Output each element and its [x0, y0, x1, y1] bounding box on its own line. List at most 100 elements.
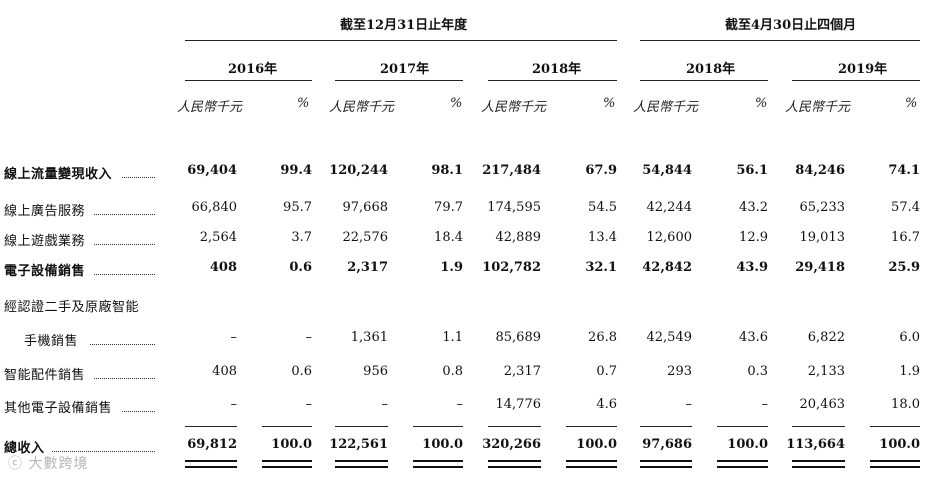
unit-pct-header: %	[603, 96, 616, 111]
table-cell: 67.9	[585, 163, 617, 178]
total-double-rule	[335, 460, 388, 462]
table-cell: 100.0	[879, 437, 920, 452]
table-cell: 95.7	[283, 200, 312, 215]
unit-amount-header: 人民幣千元	[329, 100, 395, 115]
dot-leader	[94, 244, 155, 245]
total-double-rule	[262, 460, 312, 462]
subtotal-rule	[335, 426, 388, 427]
table-cell: 69,812	[187, 437, 237, 452]
table-cell: 408	[209, 260, 237, 275]
table-cell: 100.0	[422, 437, 463, 452]
year-header: 2018年	[686, 62, 736, 77]
table-cell: 6,822	[807, 330, 845, 345]
total-double-rule	[870, 460, 920, 462]
table-cell: 100.0	[576, 437, 617, 452]
table-cell: 6.0	[899, 330, 920, 345]
row-label: 線上流量變現收入	[4, 167, 113, 182]
unit-pct-header: %	[450, 96, 463, 111]
table-cell: 0.8	[442, 364, 463, 379]
table-cell: 120,244	[329, 163, 388, 178]
watermark-logo: ⓒ 大數跨境	[8, 456, 89, 472]
total-double-rule	[413, 466, 463, 468]
subtotal-rule	[185, 426, 237, 427]
total-double-rule	[262, 466, 312, 468]
year-rule	[640, 80, 768, 81]
table-cell: 19,013	[799, 230, 846, 245]
table-cell: 18.4	[434, 230, 463, 245]
total-double-rule	[717, 466, 768, 468]
dot-leader	[122, 177, 155, 178]
table-cell: 69,404	[187, 163, 237, 178]
total-double-rule	[488, 466, 541, 468]
table-cell: –	[305, 397, 313, 412]
table-cell: 2,564	[199, 230, 237, 245]
subtotal-rule	[488, 426, 541, 427]
table-cell: 98.1	[431, 163, 463, 178]
total-double-rule	[640, 460, 692, 462]
table-cell: 2,317	[347, 260, 388, 275]
table-cell: 0.3	[747, 364, 768, 379]
row-label: 電子設備銷售	[4, 264, 86, 279]
subtotal-rule	[792, 426, 845, 427]
table-cell: 293	[667, 364, 692, 379]
table-cell: 42,842	[642, 260, 692, 275]
subtotal-rule	[262, 426, 312, 427]
table-cell: 84,246	[795, 163, 845, 178]
row-label: 經認證二手及原廠智能	[4, 300, 140, 315]
year-rule	[335, 80, 463, 81]
total-double-rule	[792, 466, 845, 468]
unit-amount-header: 人民幣千元	[481, 100, 547, 115]
group-header-four-months: 截至4月30日止四個月	[725, 18, 857, 33]
table-cell: 0.7	[596, 364, 617, 379]
table-cell: 56.1	[736, 163, 768, 178]
row-label: 智能配件銷售	[4, 368, 86, 383]
table-cell: 2,317	[503, 364, 541, 379]
total-double-rule	[413, 460, 463, 462]
table-cell: 100.0	[271, 437, 312, 452]
total-double-rule	[488, 460, 541, 462]
unit-amount-header: 人民幣千元	[177, 100, 243, 115]
group-header-year-end: 截至12月31日止年度	[340, 18, 468, 33]
table-cell: 85,689	[495, 330, 542, 345]
table-cell: 22,576	[342, 230, 389, 245]
table-cell: –	[685, 397, 693, 412]
table-cell: 408	[212, 364, 237, 379]
table-cell: 13.4	[588, 230, 617, 245]
table-cell: 14,776	[495, 397, 542, 412]
table-cell: 99.4	[280, 163, 312, 178]
table-cell: –	[230, 330, 238, 345]
table-cell: 54,844	[642, 163, 692, 178]
table-cell: 0.6	[291, 364, 312, 379]
dot-leader	[122, 411, 155, 412]
table-cell: 4.6	[596, 397, 617, 412]
row-label: 線上遊戲業務	[4, 234, 86, 249]
group-header-rule	[640, 40, 920, 41]
table-cell: –	[305, 330, 313, 345]
table-cell: 1.9	[440, 260, 463, 275]
year-rule	[488, 80, 617, 81]
table-cell: 20,463	[799, 397, 846, 412]
dot-leader	[94, 214, 155, 215]
table-cell: 100.0	[727, 437, 768, 452]
table-cell: 1.9	[899, 364, 920, 379]
table-cell: 0.6	[289, 260, 312, 275]
dot-leader	[52, 451, 155, 452]
table-cell: –	[381, 397, 389, 412]
dot-leader	[94, 274, 155, 275]
year-rule	[185, 80, 312, 81]
table-cell: 43.2	[739, 200, 768, 215]
table-cell: 42,889	[495, 230, 542, 245]
table-cell: 43.9	[736, 260, 768, 275]
subtotal-rule	[717, 426, 768, 427]
table-cell: 2,133	[807, 364, 845, 379]
unit-amount-header: 人民幣千元	[633, 100, 699, 115]
table-cell: 113,664	[786, 437, 845, 452]
table-cell: 1.1	[442, 330, 463, 345]
row-label: 其他電子設備銷售	[4, 401, 113, 416]
unit-pct-header: %	[297, 96, 310, 111]
table-cell: –	[456, 397, 464, 412]
unit-amount-header: 人民幣千元	[785, 100, 851, 115]
dot-leader	[90, 344, 155, 345]
row-label: 手機銷售	[24, 334, 79, 349]
